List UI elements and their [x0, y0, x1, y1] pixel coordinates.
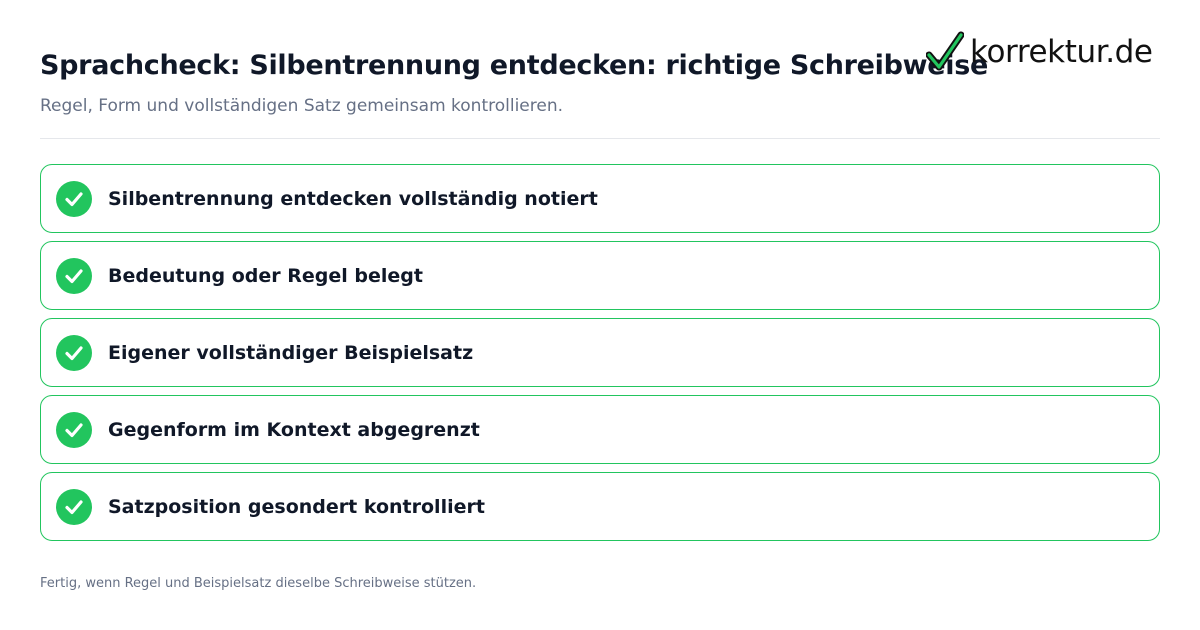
page-subtitle: Regel, Form und vollständigen Satz gemei… — [40, 96, 564, 116]
checklist-item-label: Silbentrennung entdecken vollständig not… — [108, 187, 598, 210]
logo: korrektur.de — [926, 30, 1153, 74]
check-circle-icon — [56, 257, 92, 294]
checklist-item: Silbentrennung entdecken vollständig not… — [40, 164, 1160, 233]
page-title: Sprachcheck: Silbentrennung entdecken: r… — [40, 50, 989, 81]
header-divider — [40, 138, 1160, 139]
check-circle-icon — [56, 411, 92, 448]
checklist: Silbentrennung entdecken vollständig not… — [40, 164, 1160, 549]
checklist-item-label: Satzposition gesondert kontrolliert — [108, 495, 485, 518]
check-circle-icon — [56, 334, 92, 371]
checklist-item: Satzposition gesondert kontrolliert — [40, 472, 1160, 541]
check-circle-icon — [56, 180, 92, 217]
checklist-item: Eigener vollständiger Beispielsatz — [40, 318, 1160, 387]
checklist-item: Bedeutung oder Regel belegt — [40, 241, 1160, 310]
checklist-item-label: Gegenform im Kontext abgegrenzt — [108, 418, 480, 441]
checkmark-icon — [926, 31, 964, 71]
check-circle-icon — [56, 488, 92, 525]
checklist-item-label: Bedeutung oder Regel belegt — [108, 264, 423, 287]
footer-note: Fertig, wenn Regel und Beispielsatz dies… — [40, 576, 477, 591]
checklist-item: Gegenform im Kontext abgegrenzt — [40, 395, 1160, 464]
checklist-item-label: Eigener vollständiger Beispielsatz — [108, 341, 474, 364]
logo-text: korrektur.de — [970, 34, 1153, 70]
